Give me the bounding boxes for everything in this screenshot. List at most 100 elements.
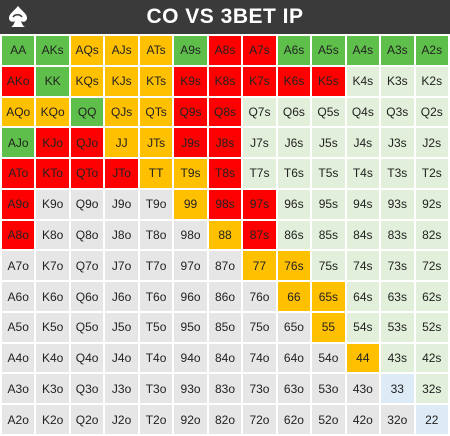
hand-cell[interactable]: 74s xyxy=(346,251,380,281)
hand-cell[interactable]: AKo xyxy=(2,66,35,96)
hand-cell[interactable]: 63s xyxy=(381,282,414,311)
hand-cell[interactable]: Q9s xyxy=(174,97,207,127)
hand-cell[interactable]: 97s xyxy=(243,189,276,219)
hand-cell[interactable]: Q7s xyxy=(243,97,276,127)
hand-cell[interactable]: 82s xyxy=(415,220,448,250)
hand-cell[interactable]: 85o xyxy=(208,312,242,342)
hand-cell[interactable]: J8o xyxy=(105,220,138,250)
hand-cell[interactable]: KTs xyxy=(139,66,173,96)
hand-cell[interactable]: J4o xyxy=(105,343,138,373)
hand-cell[interactable]: 33 xyxy=(381,374,414,404)
hand-cell[interactable]: 54o xyxy=(312,343,345,373)
hand-cell[interactable]: J5s xyxy=(312,128,345,158)
hand-cell[interactable]: A5o xyxy=(2,312,35,342)
hand-cell[interactable]: Q8s xyxy=(208,97,242,127)
hand-cell[interactable]: J2o xyxy=(105,405,138,434)
hand-cell[interactable]: A8s xyxy=(208,36,242,65)
hand-cell[interactable]: 94o xyxy=(174,343,207,373)
hand-cell[interactable]: T5o xyxy=(139,312,173,342)
hand-cell[interactable]: T6s xyxy=(277,159,311,188)
hand-cell[interactable]: A4s xyxy=(346,36,380,65)
hand-cell[interactable]: KJo xyxy=(36,128,69,158)
hand-cell[interactable]: 52o xyxy=(312,405,345,434)
hand-cell[interactable]: Q9o xyxy=(70,189,104,219)
hand-cell[interactable]: 63o xyxy=(277,374,311,404)
hand-cell[interactable]: 96o xyxy=(174,282,207,311)
hand-cell[interactable]: T4o xyxy=(139,343,173,373)
hand-cell[interactable]: Q2s xyxy=(415,97,448,127)
hand-cell[interactable]: K3o xyxy=(36,374,69,404)
hand-cell[interactable]: Q2o xyxy=(70,405,104,434)
hand-cell[interactable]: 77 xyxy=(243,251,276,281)
hand-cell[interactable]: 74o xyxy=(243,343,276,373)
hand-cell[interactable]: A9s xyxy=(174,36,207,65)
hand-cell[interactable]: 32s xyxy=(415,374,448,404)
hand-cell[interactable]: A6s xyxy=(277,36,311,65)
hand-cell[interactable]: JTo xyxy=(105,159,138,188)
hand-cell[interactable]: Q3o xyxy=(70,374,104,404)
hand-cell[interactable]: 75o xyxy=(243,312,276,342)
hand-cell[interactable]: A2s xyxy=(415,36,448,65)
hand-cell[interactable]: A3o xyxy=(2,374,35,404)
hand-cell[interactable]: 66 xyxy=(277,282,311,311)
hand-cell[interactable]: A7o xyxy=(2,251,35,281)
hand-cell[interactable]: 64o xyxy=(277,343,311,373)
hand-cell[interactable]: Q3s xyxy=(381,97,414,127)
hand-cell[interactable]: J3s xyxy=(381,128,414,158)
hand-cell[interactable]: AJo xyxy=(2,128,35,158)
hand-cell[interactable]: K8s xyxy=(208,66,242,96)
hand-cell[interactable]: K7o xyxy=(36,251,69,281)
hand-cell[interactable]: QTs xyxy=(139,97,173,127)
hand-cell[interactable]: 83o xyxy=(208,374,242,404)
hand-cell[interactable]: 83s xyxy=(381,220,414,250)
hand-cell[interactable]: K5o xyxy=(36,312,69,342)
hand-cell[interactable]: 75s xyxy=(312,251,345,281)
hand-cell[interactable]: ATs xyxy=(139,36,173,65)
hand-cell[interactable]: QJo xyxy=(70,128,104,158)
hand-cell[interactable]: J7s xyxy=(243,128,276,158)
hand-cell[interactable]: Q4o xyxy=(70,343,104,373)
hand-cell[interactable]: 76s xyxy=(277,251,311,281)
hand-cell[interactable]: T2s xyxy=(415,159,448,188)
hand-cell[interactable]: 98s xyxy=(208,189,242,219)
hand-cell[interactable]: TT xyxy=(139,159,173,188)
hand-cell[interactable]: 22 xyxy=(415,405,448,434)
hand-cell[interactable]: Q5o xyxy=(70,312,104,342)
hand-cell[interactable]: 92o xyxy=(174,405,207,434)
hand-cell[interactable]: 44 xyxy=(346,343,380,373)
hand-cell[interactable]: KQs xyxy=(70,66,104,96)
hand-cell[interactable]: K2s xyxy=(415,66,448,96)
hand-cell[interactable]: J7o xyxy=(105,251,138,281)
hand-cell[interactable]: J8s xyxy=(208,128,242,158)
hand-cell[interactable]: JJ xyxy=(105,128,138,158)
hand-cell[interactable]: 82o xyxy=(208,405,242,434)
hand-cell[interactable]: J4s xyxy=(346,128,380,158)
hand-cell[interactable]: T4s xyxy=(346,159,380,188)
hand-cell[interactable]: K7s xyxy=(243,66,276,96)
hand-cell[interactable]: ATo xyxy=(2,159,35,188)
hand-cell[interactable]: 54s xyxy=(346,312,380,342)
hand-cell[interactable]: 99 xyxy=(174,189,207,219)
hand-cell[interactable]: T5s xyxy=(312,159,345,188)
hand-cell[interactable]: J2s xyxy=(415,128,448,158)
hand-cell[interactable]: J6o xyxy=(105,282,138,311)
hand-cell[interactable]: T9s xyxy=(174,159,207,188)
hand-cell[interactable]: 95o xyxy=(174,312,207,342)
hand-cell[interactable]: 62s xyxy=(415,282,448,311)
hand-cell[interactable]: K2o xyxy=(36,405,69,434)
hand-cell[interactable]: A9o xyxy=(2,189,35,219)
hand-cell[interactable]: J5o xyxy=(105,312,138,342)
hand-cell[interactable]: K6o xyxy=(36,282,69,311)
hand-cell[interactable]: 42o xyxy=(346,405,380,434)
hand-cell[interactable]: 87s xyxy=(243,220,276,250)
hand-cell[interactable]: KTo xyxy=(36,159,69,188)
hand-cell[interactable]: KK xyxy=(36,66,69,96)
hand-cell[interactable]: K5s xyxy=(312,66,345,96)
hand-cell[interactable]: 73o xyxy=(243,374,276,404)
hand-cell[interactable]: 76o xyxy=(243,282,276,311)
hand-cell[interactable]: 42s xyxy=(415,343,448,373)
hand-cell[interactable]: KQo xyxy=(36,97,69,127)
hand-cell[interactable]: J9s xyxy=(174,128,207,158)
hand-cell[interactable]: 52s xyxy=(415,312,448,342)
hand-cell[interactable]: T7o xyxy=(139,251,173,281)
